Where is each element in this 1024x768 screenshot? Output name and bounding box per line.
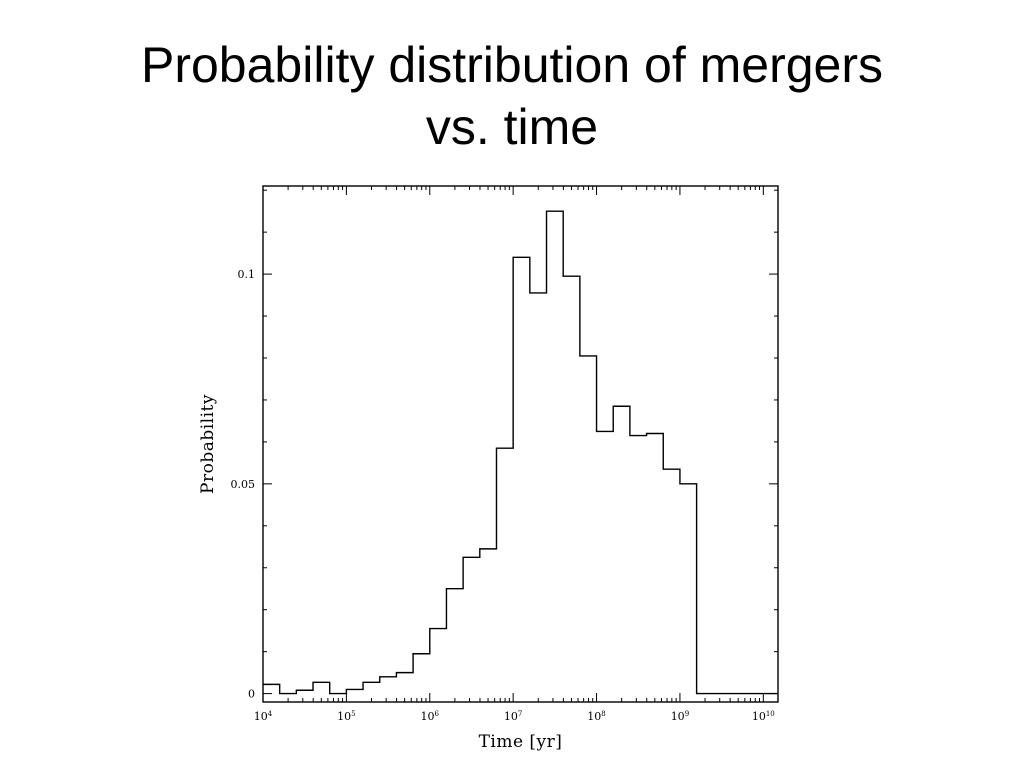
x-tick-label: 104 (254, 710, 273, 723)
x-axis-label: Time [yr] (479, 732, 563, 752)
histogram-bin (396, 673, 413, 694)
x-tick-label: 1010 (752, 710, 775, 723)
histogram-bin (530, 293, 547, 694)
histogram-bin (363, 682, 380, 693)
tick-labels: 104 105 106 107 108 109 1010 0 0.05 0.1 (231, 268, 775, 723)
histogram-bin (647, 434, 664, 694)
histogram-outline (263, 210, 778, 695)
histogram-bin (446, 589, 463, 694)
histogram-bins (263, 211, 697, 693)
histogram-bin (563, 276, 580, 693)
y-axis-label: Probability (198, 394, 218, 494)
histogram-bin (630, 436, 647, 694)
y-tick-label: 0.1 (238, 268, 256, 281)
histogram-bin (663, 469, 680, 693)
histogram-bin (513, 257, 530, 693)
histogram-bin (413, 654, 430, 694)
x-tick-label: 105 (337, 710, 355, 723)
histogram-bin (496, 448, 513, 693)
histogram-bin (313, 682, 330, 693)
x-tick-label: 109 (671, 710, 689, 723)
histogram-bin (613, 406, 630, 693)
histogram-bin (430, 629, 447, 694)
y-tick-label: 0.05 (231, 478, 256, 491)
x-tick-label: 107 (504, 710, 522, 723)
slide-title-line1: Probability distribution of mergers (141, 37, 883, 93)
x-tick-label: 108 (587, 710, 605, 723)
histogram-bin (580, 356, 597, 694)
histogram-bin (380, 677, 397, 694)
slide-title: Probability distribution of mergers vs. … (0, 34, 1024, 158)
histogram-bin (680, 484, 697, 694)
histogram-bin (463, 557, 480, 693)
plot-frame (262, 185, 779, 703)
histogram-bin (480, 549, 497, 694)
histogram-bin (263, 684, 280, 693)
y-tick-label: 0 (248, 688, 255, 701)
x-tick-label: 106 (421, 710, 440, 723)
histogram-bin (597, 431, 614, 693)
histogram-bin (547, 211, 564, 693)
slide-title-line2: vs. time (425, 99, 599, 155)
